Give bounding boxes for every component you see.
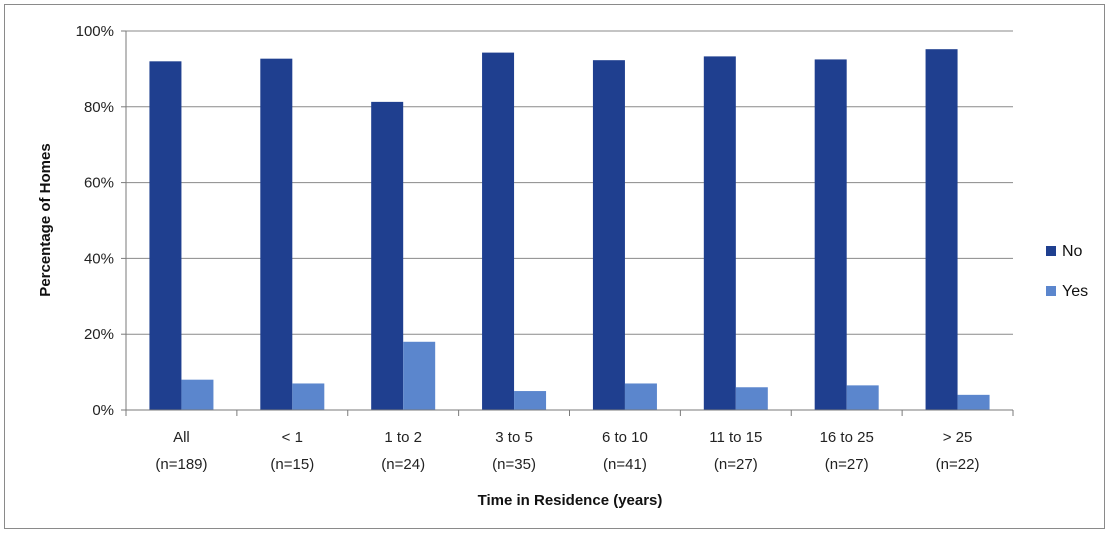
- y-tick-label: 80%: [84, 99, 114, 116]
- bar-yes: [846, 385, 879, 410]
- bar-no: [482, 52, 515, 411]
- x-tick-label-count: (n=24): [381, 456, 425, 473]
- x-tick-label: > 25: [943, 429, 973, 446]
- bar-yes: [292, 383, 325, 410]
- x-axis-label: Time in Residence (years): [478, 492, 663, 509]
- legend-label-no: No: [1062, 243, 1083, 260]
- x-tick-labels: All (n=189) < 1 (n=15) 1 to 2 (n=24) 3 to 5 (n=…: [155, 429, 979, 473]
- bar-no: [703, 56, 736, 410]
- x-tick-label: 16 to 25: [820, 429, 874, 446]
- x-tick-label-count: (n=35): [492, 456, 536, 473]
- bar-yes: [624, 383, 657, 410]
- x-tick-label: All: [173, 429, 190, 446]
- x-tick-label-count: (n=27): [714, 456, 758, 473]
- bar-no: [371, 101, 404, 411]
- bar-yes: [181, 379, 214, 410]
- bar-yes: [514, 391, 547, 410]
- x-tick-label: < 1: [282, 429, 303, 446]
- bar-no: [592, 60, 625, 411]
- legend-swatch-no: [1046, 246, 1056, 256]
- axes: [121, 30, 1014, 416]
- y-tick-labels: 0% 20% 40% 60% 80% 100%: [76, 23, 114, 419]
- x-tick-label: 3 to 5: [495, 429, 533, 446]
- x-tick-label-count: (n=189): [155, 456, 207, 473]
- bar-yes: [957, 394, 990, 410]
- x-tick-label: 11 to 15: [709, 429, 762, 446]
- bar-no: [925, 49, 958, 410]
- y-axis-label: Percentage of Homes: [37, 143, 54, 296]
- legend: No Yes: [1046, 243, 1088, 300]
- x-tick-label: 6 to 10: [602, 429, 648, 446]
- gridlines: [126, 30, 1013, 335]
- x-tick-label: 1 to 2: [384, 429, 422, 446]
- x-tick-label-count: (n=22): [936, 456, 980, 473]
- legend-swatch-yes: [1046, 286, 1056, 296]
- bar-no: [814, 59, 847, 411]
- x-tick-label-count: (n=27): [825, 456, 869, 473]
- bars: [149, 49, 990, 411]
- y-tick-label: 40%: [84, 250, 114, 267]
- y-tick-label: 20%: [84, 326, 114, 343]
- x-tick-label-count: (n=15): [270, 456, 314, 473]
- bar-no: [149, 61, 182, 410]
- x-tick-label-count: (n=41): [603, 456, 647, 473]
- y-tick-label: 100%: [76, 23, 114, 40]
- bar-no: [260, 58, 293, 411]
- bar-yes: [735, 387, 768, 410]
- chart-frame: [4, 4, 1105, 529]
- bar-yes: [403, 341, 436, 410]
- y-tick-label: 60%: [84, 175, 114, 192]
- legend-label-yes: Yes: [1062, 283, 1088, 300]
- y-tick-label: 0%: [92, 402, 114, 419]
